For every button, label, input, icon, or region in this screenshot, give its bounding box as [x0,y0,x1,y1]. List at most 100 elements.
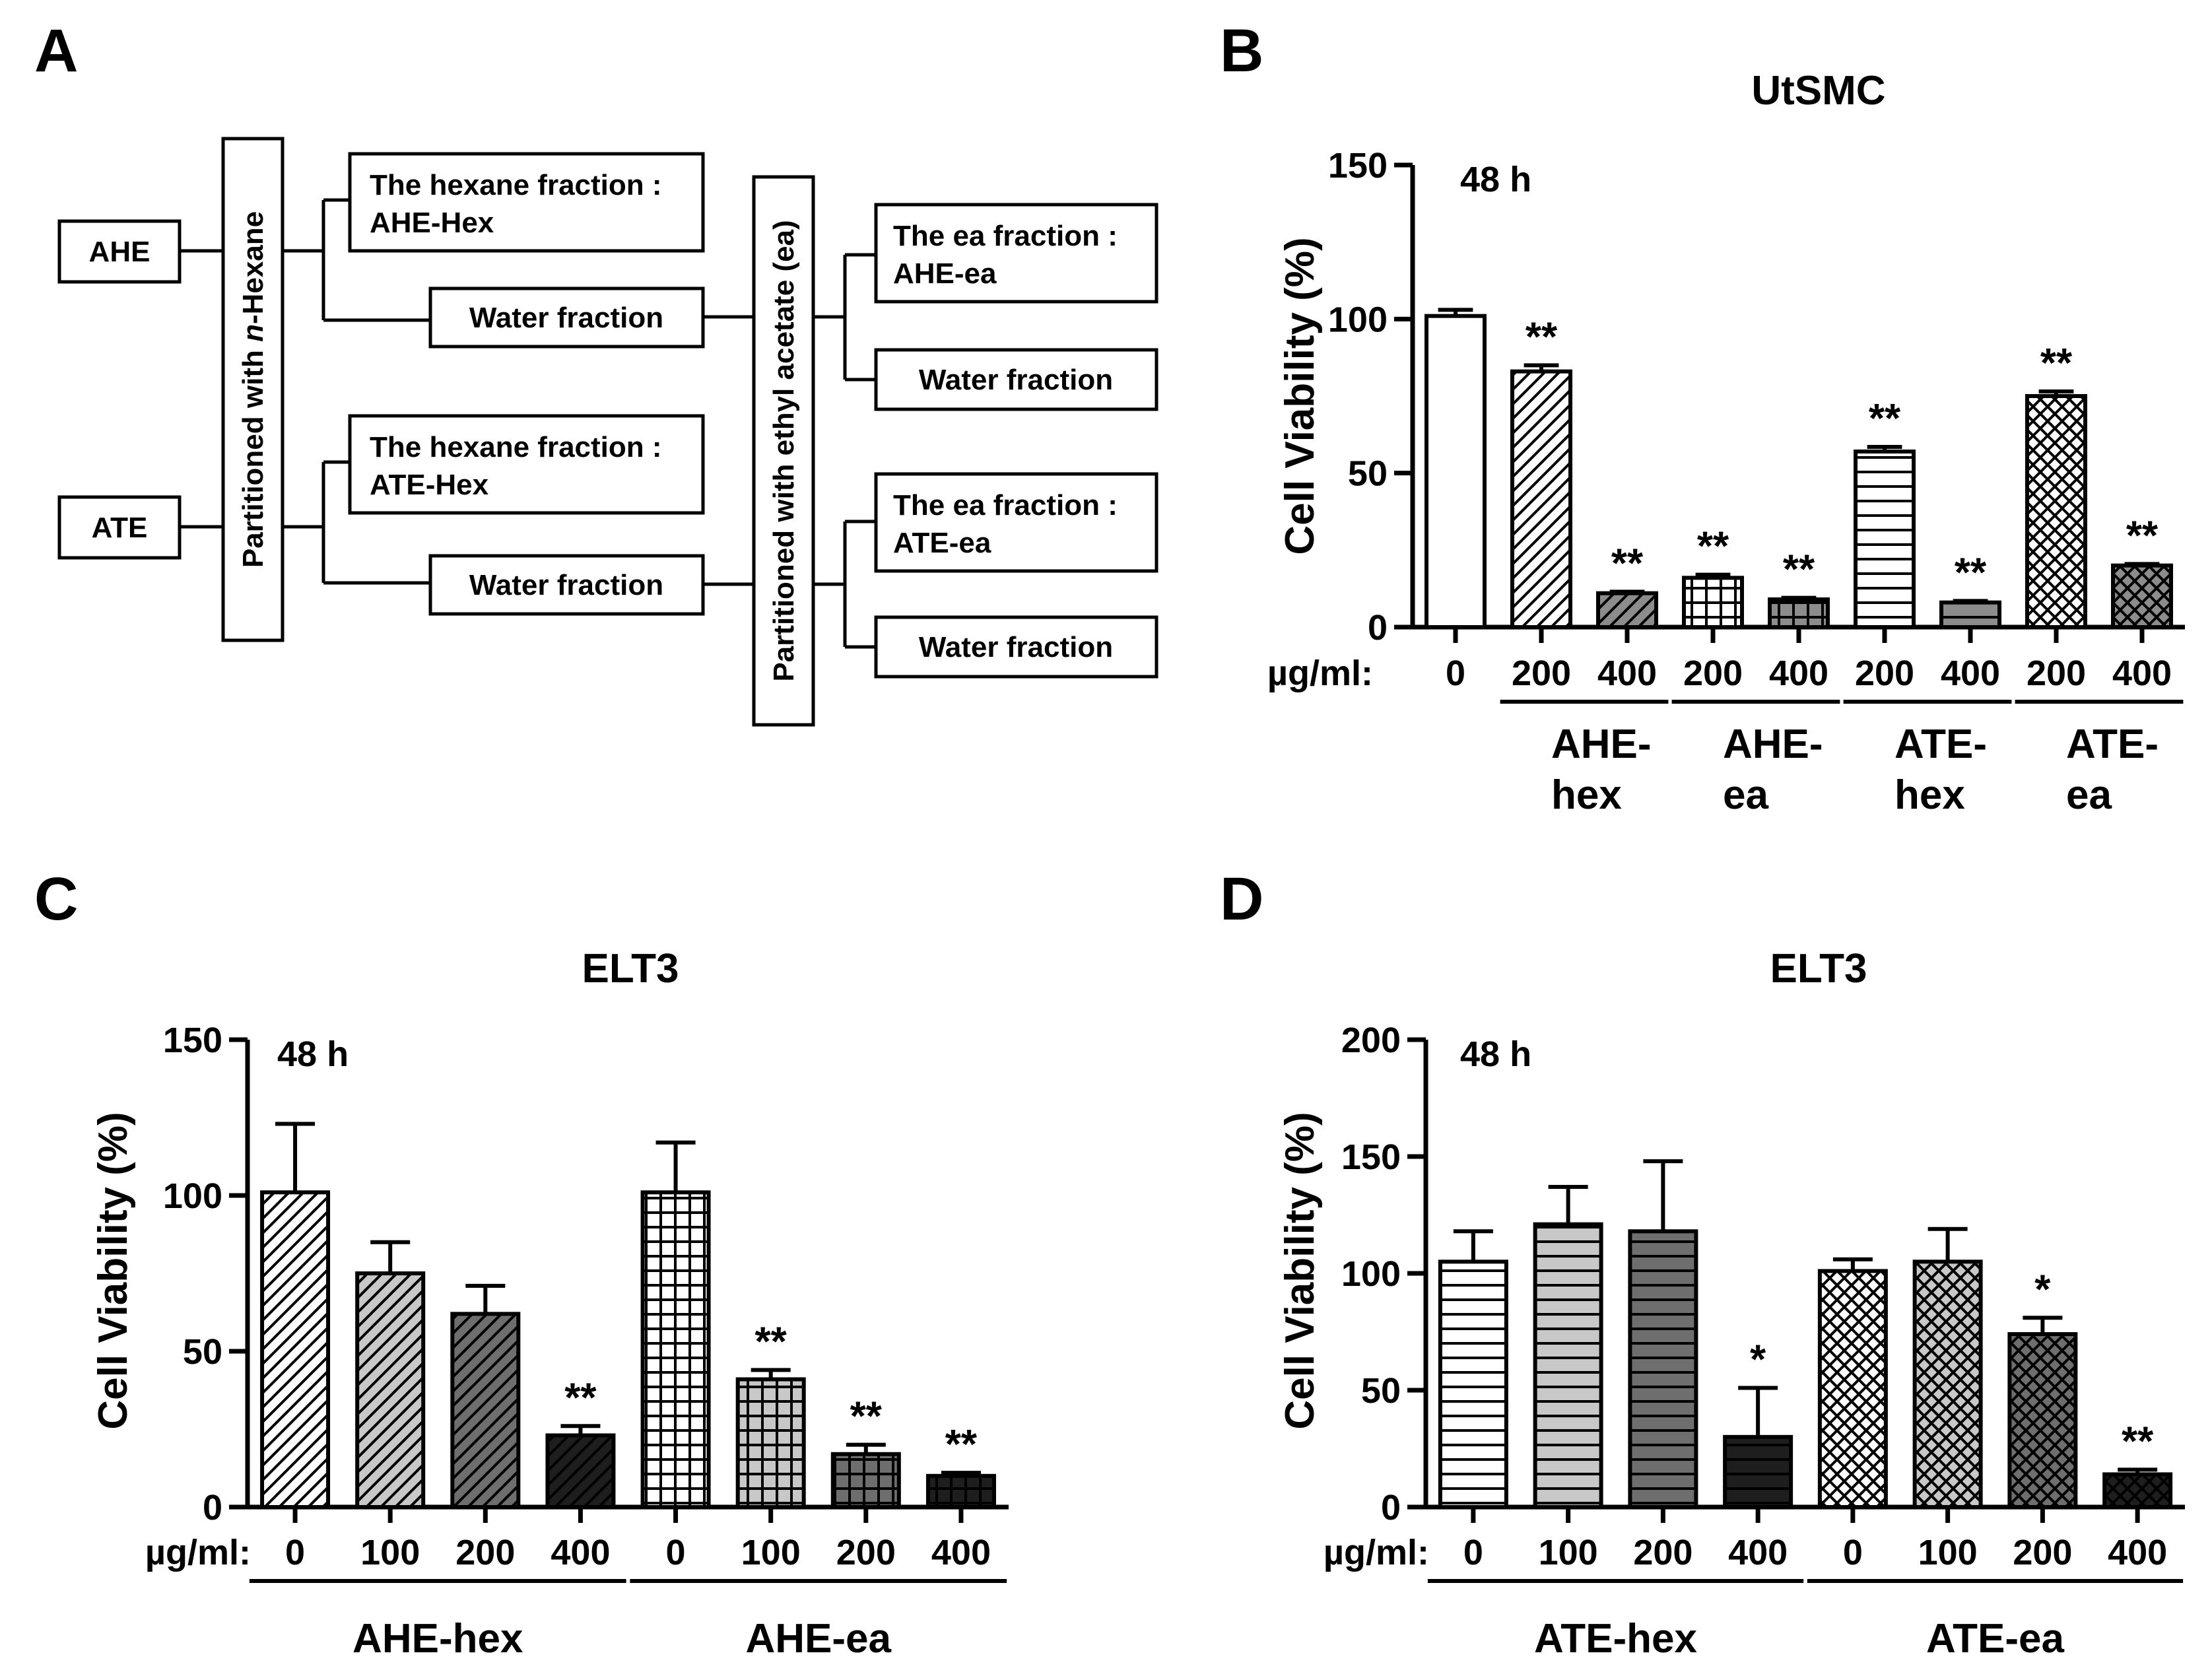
bar [1817,1269,1888,1509]
panel-label-b: B [1220,17,1263,84]
ahe-label: AHE [89,236,151,268]
bar [1438,1260,1508,1510]
y-tick-label: 50 [1348,454,1388,494]
x-tick-label: 400 [1728,1533,1788,1572]
y-tick-label: 50 [183,1332,222,1372]
bar [2007,1332,2078,1510]
ahe-box [57,219,182,284]
bar [925,1473,996,1510]
group-label: AHE- [1723,722,1823,767]
group-label-line2: hex [1894,772,1965,818]
x-tick-label: 100 [1918,1533,1978,1572]
water-fraction-ate-box [428,554,705,616]
ahe-ea-box [874,203,1158,304]
group-label-line2: hex [1551,772,1622,818]
y-tick-label: 100 [1328,300,1388,339]
bar [1723,1434,1793,1510]
bar [1939,600,2001,630]
ate-box [57,495,182,560]
ate-label: ATE [92,512,148,544]
x-tick-label: 0 [1843,1533,1863,1572]
ate-hex-line2: ATE-Hex [370,469,489,501]
y-tick-label: 0 [203,1488,222,1528]
chart-elt3-ate: ELT3 48 h Cell Viability (%) 0 50 100 150 200 µg… [1277,946,2185,1662]
flowchart [57,137,1158,727]
bar [830,1452,901,1510]
x-tick-label: 100 [741,1533,801,1572]
chart-elt3-ahe: ELT3 48 h Cell Viability (%) 0 50 100 150 µg/ml… [90,946,1009,1662]
y-tick-label: 150 [1341,1137,1401,1177]
significance-marker: ** [850,1394,883,1440]
x-tick-label: 0 [1463,1533,1483,1572]
y-tick-label: 100 [163,1176,222,1216]
significance-marker: ** [1525,314,1558,360]
ate-hex-line1: The hexane fraction : [370,431,662,463]
bar [2025,394,2087,629]
water-fraction-ahe-box [428,286,705,349]
water-fraction-ate-ea-label: Water fraction [919,631,1113,663]
bar [1682,576,1744,629]
y-tick-label: 150 [163,1021,222,1060]
x-tick-label: 400 [931,1533,991,1572]
y-tick-label: 0 [1381,1488,1401,1528]
chart-title: UtSMC [1751,68,1885,114]
y-axis-label: Cell Viability (%) [1277,237,1323,554]
bar [1628,1229,1698,1510]
flowchart-connectors [180,198,876,649]
x-tick-label: 400 [1941,654,2000,693]
x-tick-label: 400 [1769,654,1828,693]
bar [1533,1222,1603,1510]
bar [355,1271,426,1509]
x-tick-label: 400 [1597,654,1657,693]
x-tick-label: 200 [455,1533,515,1572]
ate-hex-box [348,414,705,515]
y-tick-label: 100 [1341,1254,1401,1294]
y-axis-label: Cell Viability (%) [90,1112,136,1429]
significance-marker: ** [2040,341,2073,386]
time-annotation: 48 h [1460,160,1531,199]
significance-marker: ** [564,1375,597,1421]
bar [1912,1260,1983,1510]
bar [1510,369,1572,630]
x-tick-label: 0 [1446,654,1465,693]
water-fraction-ate-ea-box [874,615,1158,679]
bar [1768,597,1830,629]
significance-marker: * [2034,1267,2051,1312]
partition-hexane-label-pre: Partitioned with [237,342,269,568]
chart-title: ELT3 [1770,946,1867,991]
x-tick-label: 200 [1512,654,1571,693]
significance-marker: ** [1955,550,1987,595]
x-tick-label: 0 [666,1533,686,1572]
bar [1596,591,1658,630]
bar [2111,563,2173,630]
x-tick-label: 200 [1683,654,1743,693]
significance-marker: ** [2126,513,2159,558]
significance-marker: ** [1869,396,1901,442]
x-unit-prefix: µg/ml: [1267,654,1373,693]
bar [640,1190,711,1510]
x-tick-label: 200 [1855,654,1914,693]
panel-label-a: A [34,17,78,84]
bar [260,1190,331,1510]
group-label: AHE-hex [352,1616,523,1662]
x-tick-label: 200 [2027,654,2086,693]
panel-label-c: C [34,865,78,933]
partition-hexane-label: Partitioned with n-Hexane [237,211,269,568]
bar [1424,314,1487,629]
group-label-line2: ea [2066,772,2112,818]
x-tick-label: 200 [1633,1533,1693,1572]
partition-hexane-label-post: -Hexane [237,211,269,324]
x-tick-label: 400 [2112,654,2172,693]
flowchart-labels: AHE ATE Partitioned with n-Hexane The he… [89,169,1118,682]
significance-marker: ** [1611,541,1644,586]
bar [1854,450,1916,629]
group-label: ATE- [1894,722,1987,767]
y-tick-label: 0 [1368,608,1388,648]
ahe-hex-line2: AHE-Hex [370,207,494,239]
bar [2102,1472,2173,1509]
water-fraction-ahe-ea-box [874,348,1158,411]
significance-marker: ** [2122,1419,2154,1464]
ate-ea-box [874,472,1158,573]
significance-marker: ** [945,1422,978,1467]
